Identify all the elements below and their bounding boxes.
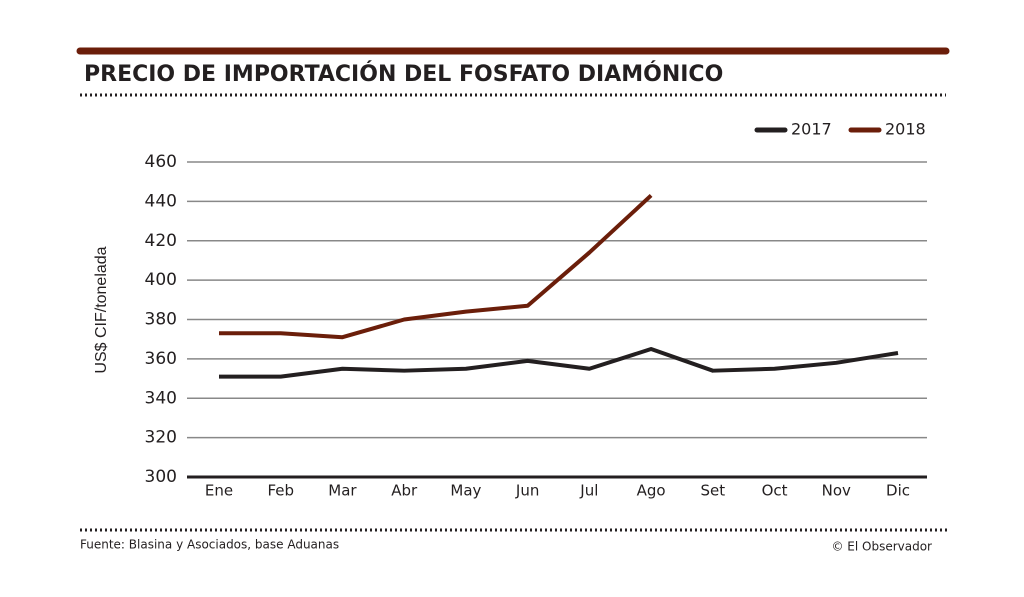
- x-tick-label: Jun: [515, 482, 539, 500]
- x-tick-label: Feb: [267, 482, 294, 500]
- y-tick-label: 340: [145, 388, 177, 408]
- legend-label: 2018: [885, 120, 926, 139]
- y-tick-label: 380: [145, 310, 177, 330]
- series-line: [219, 194, 653, 340]
- x-tick-label: Abr: [391, 482, 418, 500]
- y-tick-label: 440: [145, 191, 177, 211]
- x-tick-label: Dic: [886, 482, 910, 500]
- x-tick-label: May: [450, 482, 481, 500]
- y-axis-label: US$ CIF/tonelada: [93, 246, 110, 373]
- x-tick-label: Set: [700, 482, 725, 500]
- x-tick-label: Ago: [637, 482, 666, 500]
- x-tick-label: Ene: [205, 482, 233, 500]
- y-tick-label: 420: [145, 231, 177, 251]
- x-tick-label: Mar: [328, 482, 357, 500]
- x-tick-label: Jul: [579, 482, 598, 500]
- source: Fuente: Blasina y Asociados, base Aduana…: [80, 538, 339, 552]
- legend-label: 2017: [791, 120, 832, 139]
- y-tick-label: 300: [145, 467, 177, 487]
- y-tick-label: 400: [145, 270, 177, 290]
- credit: © El Observador: [831, 540, 932, 554]
- series-line: [219, 347, 899, 379]
- x-tick-label: Oct: [762, 482, 788, 500]
- x-tick-label: Nov: [822, 482, 851, 500]
- y-tick-label: 320: [145, 428, 177, 448]
- chart-title: PRECIO DE IMPORTACIÓN DEL FOSFATO DIAMÓN…: [84, 61, 723, 87]
- y-tick-label: 360: [145, 349, 177, 369]
- y-tick-label: 460: [145, 152, 177, 172]
